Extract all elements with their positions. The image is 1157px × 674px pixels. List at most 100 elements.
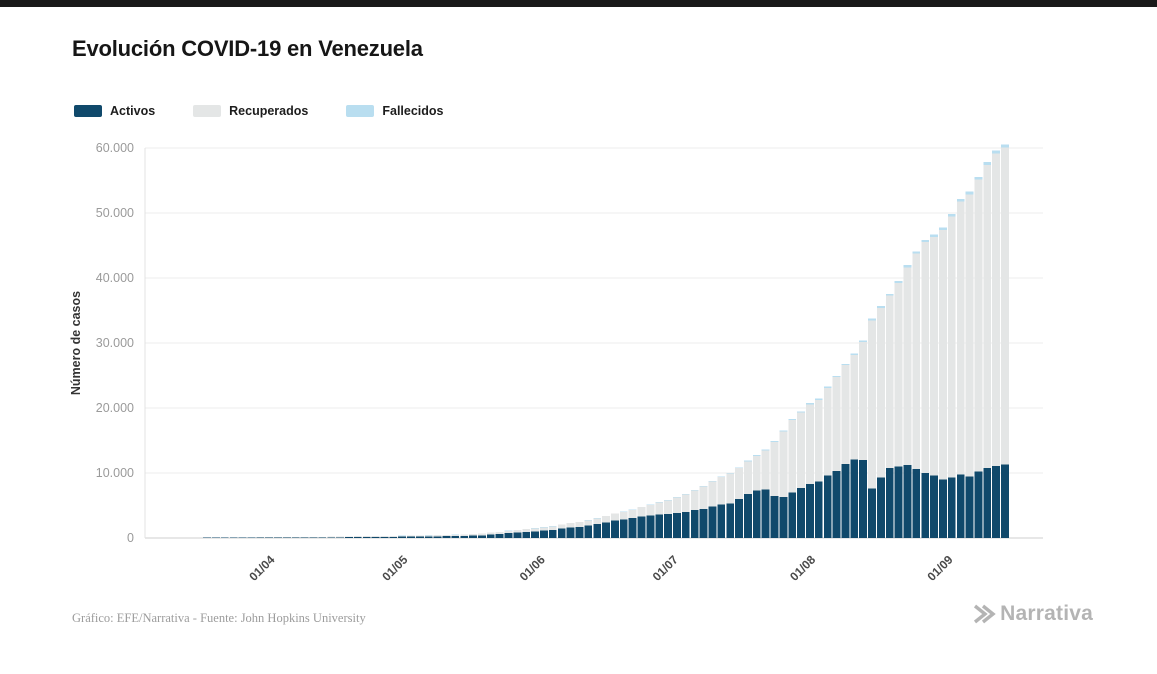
- x-tick-label: 01/09: [925, 552, 956, 583]
- bar-activos: [460, 536, 469, 538]
- bar-recuperados: [433, 535, 442, 537]
- bar-fallecidos: [930, 234, 938, 237]
- bar-fallecidos: [814, 398, 823, 400]
- bar-recuperados: [930, 236, 938, 476]
- bar-activos: [415, 536, 424, 538]
- bar-fallecidos: [752, 454, 761, 456]
- bar-recuperados: [336, 536, 344, 538]
- bar-recuperados: [531, 528, 539, 532]
- bar-recuperados: [540, 527, 548, 531]
- bar-recuperados: [566, 523, 575, 528]
- bar-recuperados: [291, 536, 300, 538]
- bar-recuperados: [779, 431, 788, 498]
- bar-activos: [806, 484, 814, 538]
- bar-activos: [708, 506, 717, 538]
- bar-activos: [690, 510, 699, 538]
- bar-recuperados: [362, 536, 371, 537]
- bar-recuperados: [885, 295, 894, 468]
- bar-activos: [868, 488, 876, 538]
- bar-activos: [770, 495, 779, 538]
- bar-fallecidos: [717, 476, 726, 478]
- bar-fallecidos: [921, 239, 930, 243]
- bar-fallecidos: [974, 176, 983, 180]
- legend-swatch-activos: [74, 105, 102, 117]
- bar-activos: [407, 536, 415, 538]
- bar-fallecidos: [726, 472, 735, 474]
- bar-recuperados: [903, 267, 912, 466]
- bar-fallecidos: [779, 430, 788, 432]
- y-axis-title: Número de casos: [69, 291, 83, 395]
- chart-title: Evolución COVID-19 en Venezuela: [72, 36, 423, 61]
- bar-activos: [664, 514, 672, 538]
- bar-activos: [743, 493, 752, 538]
- bar-activos: [424, 536, 433, 538]
- bar-activos: [903, 465, 912, 538]
- bar-activos: [345, 537, 353, 538]
- bar-recuperados: [575, 522, 584, 527]
- bar-activos: [947, 477, 956, 538]
- bar-recuperados: [309, 536, 318, 538]
- bar-recuperados: [992, 153, 1001, 466]
- bar-recuperados: [345, 536, 353, 538]
- legend-label: Activos: [110, 104, 156, 118]
- legend-item-recuperados: Recuperados: [193, 104, 308, 118]
- bar-recuperados: [894, 282, 903, 467]
- legend-label: Fallecidos: [382, 104, 444, 118]
- bar-activos: [859, 460, 868, 538]
- bar-activos: [247, 537, 256, 538]
- bar-activos: [894, 466, 903, 538]
- bar-fallecidos: [859, 340, 868, 343]
- bar-activos: [353, 537, 362, 538]
- bar-activos: [823, 475, 832, 538]
- bar-activos: [433, 536, 442, 538]
- bar-recuperados: [486, 532, 495, 535]
- bar-fallecidos: [797, 411, 805, 413]
- y-tick-label: 10.000: [96, 466, 134, 480]
- bar-activos: [495, 534, 504, 538]
- bar-recuperados: [389, 535, 398, 537]
- bar-activos: [939, 479, 947, 538]
- x-tick-label: 01/07: [650, 552, 681, 583]
- bar-recuperados: [806, 404, 814, 485]
- source-credit: Gráfico: EFE/Narrativa - Fuente: John Ho…: [72, 611, 366, 625]
- bar-recuperados: [726, 473, 735, 504]
- y-axis-labels: 0 10.000 20.000 30.000 40.000 50.000 60.000: [96, 141, 134, 545]
- bar-activos: [637, 516, 646, 538]
- bar-fallecidos: [1001, 144, 1009, 148]
- bar-activos: [655, 514, 664, 538]
- y-tick-label: 50.000: [96, 206, 134, 220]
- bar-recuperados: [548, 526, 557, 530]
- bar-recuperados: [460, 534, 469, 537]
- bar-series: [194, 144, 1009, 538]
- bar-activos: [265, 537, 274, 538]
- bar-activos: [814, 481, 823, 538]
- legend-item-activos: Activos: [74, 104, 155, 118]
- bar-fallecidos: [983, 162, 992, 166]
- bar-fallecidos: [912, 251, 921, 254]
- bar-recuperados: [868, 320, 876, 489]
- bar-fallecidos: [868, 318, 876, 321]
- bar-fallecidos: [876, 306, 885, 308]
- bar-recuperados: [947, 216, 956, 478]
- bar-activos: [566, 527, 575, 538]
- bar-fallecidos: [735, 467, 743, 469]
- bar-activos: [274, 537, 282, 538]
- bar-recuperados: [655, 502, 664, 515]
- x-tick-label: 01/05: [379, 552, 410, 583]
- x-tick-label: 01/08: [787, 552, 818, 583]
- bar-recuperados: [318, 536, 327, 538]
- bar-recuperados: [814, 399, 823, 482]
- bar-fallecidos: [743, 460, 752, 462]
- legend-item-fallecidos: Fallecidos: [346, 104, 444, 118]
- bar-fallecidos: [992, 150, 1001, 154]
- bar-activos: [398, 536, 407, 538]
- bar-recuperados: [424, 535, 433, 537]
- bar-recuperados: [557, 524, 566, 529]
- bar-activos: [797, 487, 805, 538]
- bar-recuperados: [859, 342, 868, 460]
- bar-activos: [371, 536, 380, 538]
- bar-activos: [469, 535, 477, 538]
- bar-activos: [761, 489, 770, 538]
